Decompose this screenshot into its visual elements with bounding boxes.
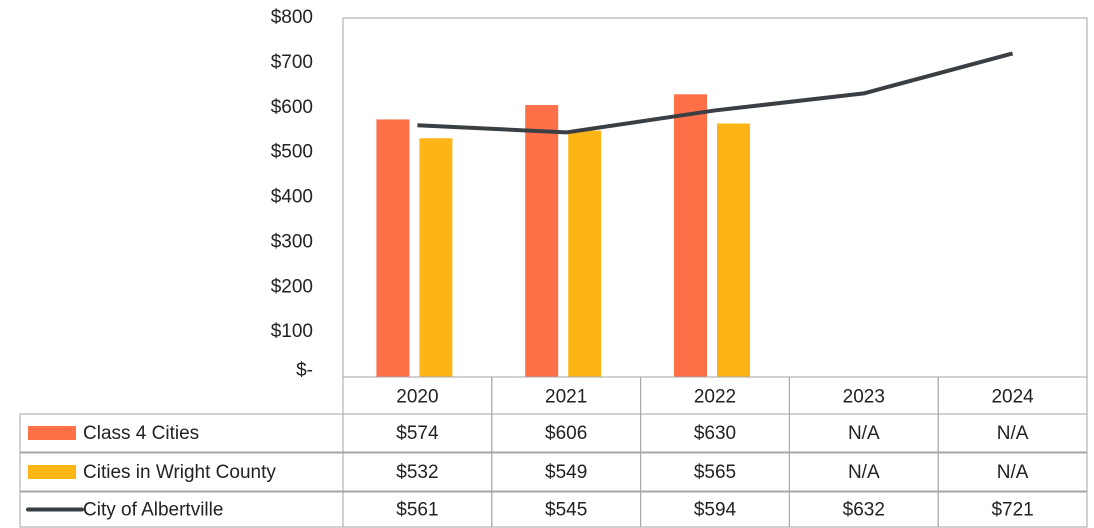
- table-value: $630: [694, 423, 736, 444]
- x-tick-label: 2020: [396, 387, 438, 408]
- legend-label: Cities in Wright County: [83, 462, 276, 483]
- table-value: N/A: [848, 462, 880, 483]
- table-cell: [937, 413, 1088, 453]
- table-value: $545: [545, 500, 587, 521]
- line: [417, 51, 1014, 135]
- table-value: $549: [545, 462, 587, 483]
- table-value: $721: [991, 500, 1033, 521]
- y-tick-label: $800: [271, 7, 313, 28]
- table-value: $632: [843, 500, 885, 521]
- table-value: $606: [545, 423, 587, 444]
- table-value: $565: [694, 462, 736, 483]
- legend-key: [28, 426, 76, 440]
- table-value: N/A: [848, 423, 880, 444]
- table-value: $561: [396, 500, 438, 521]
- y-tick-label: $-: [296, 360, 313, 381]
- y-tick-label: $500: [271, 142, 313, 163]
- y-tick-label: $400: [271, 187, 313, 208]
- x-tick-label: 2021: [545, 387, 587, 408]
- bar: [568, 130, 602, 377]
- table-value: $594: [694, 500, 737, 521]
- y-tick-label: $300: [271, 231, 313, 252]
- legend-key: [28, 465, 76, 479]
- y-tick-label: $200: [271, 276, 313, 297]
- bar: [717, 123, 750, 377]
- table-value: $574: [396, 423, 439, 444]
- y-tick-label: $100: [271, 321, 313, 342]
- table-value: N/A: [997, 423, 1029, 444]
- x-tick-label: 2024: [991, 387, 1034, 408]
- bar: [376, 119, 410, 377]
- bar: [525, 105, 559, 378]
- table-cell: [937, 452, 1088, 492]
- table-value: N/A: [997, 462, 1029, 483]
- x-tick-label: 2023: [843, 387, 885, 408]
- plot-area: [342, 17, 1088, 378]
- y-tick-label: $600: [271, 97, 313, 118]
- legend-label: City of Albertville: [83, 500, 223, 521]
- bar: [419, 138, 453, 377]
- y-tick-label: $700: [271, 52, 313, 73]
- bar: [674, 94, 707, 377]
- table-value: $532: [396, 462, 438, 483]
- x-tick-label: 2022: [694, 387, 736, 408]
- table-cell: [937, 491, 1088, 528]
- legend-label: Class 4 Cities: [83, 423, 199, 444]
